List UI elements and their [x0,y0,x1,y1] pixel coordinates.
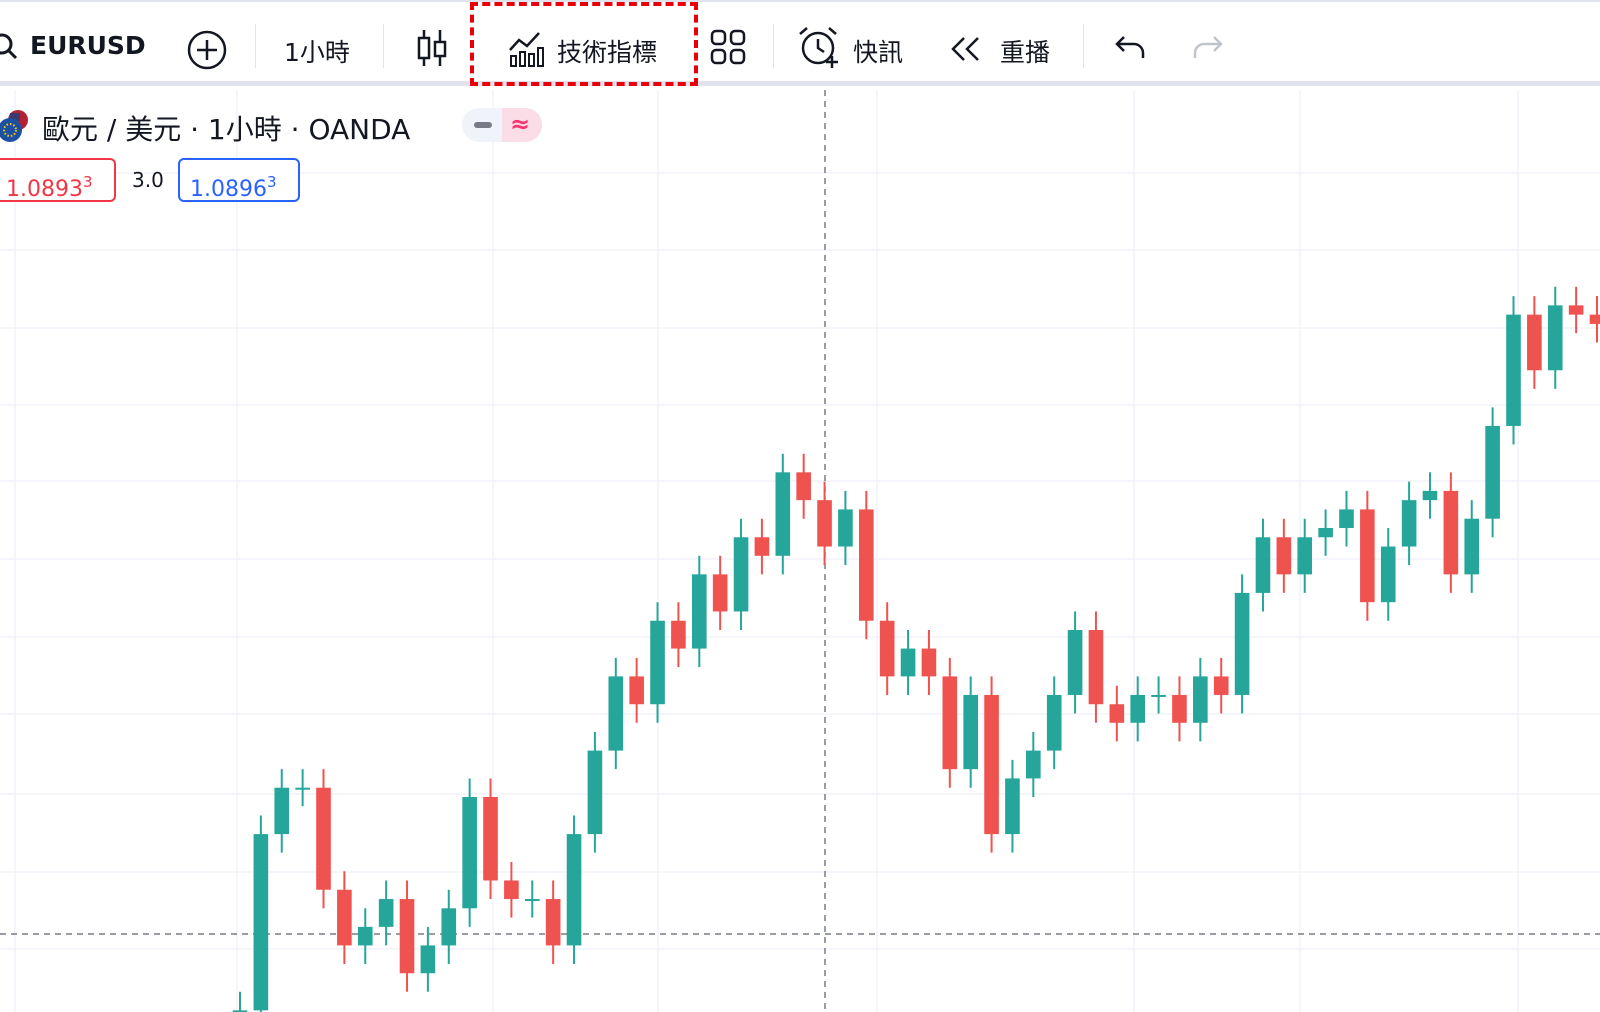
candle-body [1297,537,1313,575]
candle-body [1401,500,1417,547]
candle-body [942,676,958,770]
candle-body [378,899,394,927]
candle-body [441,908,457,946]
indicators-button[interactable]: 技術指標 [557,38,658,67]
candle-body [1026,750,1041,779]
buy-price-pip: 3 [266,173,277,191]
buy-price-value: 1.0896 [190,177,267,202]
candle-body [984,694,999,835]
buy-price[interactable]: 1.08963 [178,158,300,202]
candle-body [1213,676,1229,695]
candle-body [587,750,603,835]
divider [255,24,256,68]
candle-body [1005,778,1020,835]
highlight-box [470,2,698,86]
candle-body [357,926,373,946]
top-toolbar: EURUSD 1小時 技術指標 快訊 重播 [0,0,1600,86]
candle-body [1276,537,1292,575]
sell-price-pip: 3 [82,173,93,191]
currency-flag [0,110,28,142]
candle-body [1067,630,1083,695]
layout-icon[interactable] [710,29,746,65]
undo-icon[interactable] [1114,34,1148,62]
candle-body [1443,490,1459,575]
candle-body [1527,314,1542,371]
candle-body [295,787,310,790]
candle-body [462,796,477,909]
replay-button[interactable]: 重播 [1000,38,1051,67]
candle-body [629,676,644,705]
candle-body [608,676,624,751]
candle-body [1422,490,1438,501]
divider [1083,24,1084,68]
candle-body [337,889,352,946]
candle-body [650,620,665,705]
candle-body [274,787,290,835]
candle-body [691,574,707,649]
candle-body [775,472,791,556]
candle-body [1506,314,1521,426]
candle-body [733,537,749,612]
candle-body [1109,704,1125,723]
candle-body [796,472,811,501]
candle-body [232,1010,248,1012]
chart-type-icon[interactable] [416,28,448,68]
alerts-button[interactable]: 快訊 [853,38,904,67]
candle-body [253,834,269,1011]
candle-body [545,899,561,946]
symbol[interactable]: EURUSD [30,31,146,60]
candle-body [566,834,582,946]
candle-body [504,880,519,900]
candle-body [1255,537,1271,593]
candle-body [859,509,874,621]
legend-toggles[interactable]: ≈ [462,108,542,142]
candle-body [817,500,832,547]
candle-body [1151,694,1166,697]
candle-body [1088,630,1104,705]
alert-icon[interactable] [798,26,842,70]
candle-body [671,620,686,649]
replay-icon[interactable] [950,36,984,62]
redo-icon[interactable] [1190,34,1224,62]
add-symbol-icon[interactable] [186,29,228,71]
candle-body [1339,509,1354,528]
candle-body [1193,676,1208,723]
candle-body [921,648,937,677]
spread: 3.0 [132,168,164,192]
symbol-description: 歐元 / 美元 · 1小時 · OANDA [42,113,411,146]
candle-body [1172,694,1187,723]
candle-body [712,574,728,612]
candle-body [524,899,540,902]
candle-body [900,648,916,677]
candle-body [1380,546,1396,603]
divider [383,24,384,68]
candle-body [420,945,436,974]
candle-body [1234,592,1250,695]
candle-body [1568,305,1584,315]
candle-body [1046,694,1062,751]
candle-body [1464,518,1480,575]
sell-price-value: 1.0893 [6,177,83,202]
candle-body [1130,694,1146,723]
candle-body [483,796,498,881]
candle-body [754,537,770,556]
candle-body [1318,527,1333,538]
candle-body [1547,305,1563,371]
search-icon[interactable] [0,32,20,60]
candle-body [1589,314,1600,324]
candle-body [1485,425,1500,519]
candle-body [399,899,415,974]
candle-body [879,620,895,677]
divider [773,24,774,68]
sell-price[interactable]: 1.08933 [0,158,116,202]
indicators-icon[interactable] [507,28,547,68]
candle-body [1360,509,1375,603]
interval[interactable]: 1小時 [284,38,350,67]
candle-body [838,509,853,547]
candle-body [316,787,331,890]
candle-body [963,694,978,770]
